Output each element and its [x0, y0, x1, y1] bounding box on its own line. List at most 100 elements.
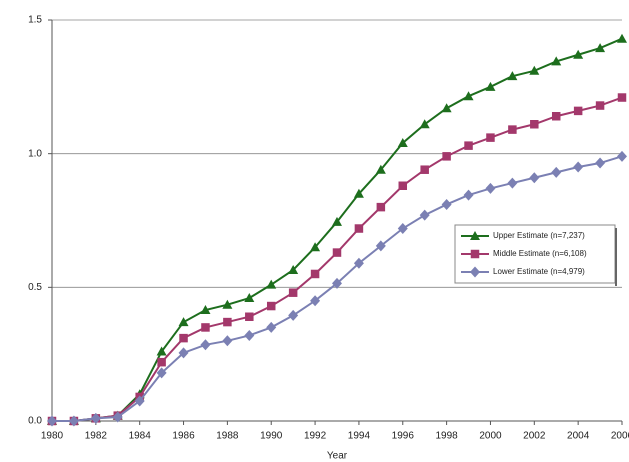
marker [573, 161, 584, 173]
marker [156, 367, 167, 379]
x-tick-label: 1984 [129, 431, 152, 442]
x-tick-label: 2000 [479, 431, 502, 442]
marker [310, 242, 321, 252]
marker [507, 177, 518, 189]
marker [595, 101, 605, 110]
marker [551, 111, 561, 121]
marker [288, 309, 299, 321]
y-tick-label: 1.0 [28, 148, 42, 159]
marker [529, 65, 540, 75]
legend-label: Upper Estimate (n=7,237) [493, 231, 585, 240]
marker [353, 188, 364, 198]
x-tick-label: 1988 [216, 431, 239, 442]
marker [463, 189, 474, 201]
marker [442, 152, 451, 161]
marker [375, 240, 386, 252]
marker [529, 172, 540, 184]
marker [178, 317, 189, 327]
marker [179, 333, 188, 343]
marker [354, 224, 364, 233]
marker [485, 81, 496, 91]
marker [463, 91, 474, 101]
marker [112, 411, 123, 423]
marker [266, 301, 276, 311]
marker [617, 150, 627, 162]
marker [310, 269, 320, 279]
marker [332, 248, 342, 257]
marker [486, 133, 495, 142]
marker [617, 93, 627, 102]
x-tick-label: 1986 [172, 431, 195, 442]
x-tick-label: 2006 [611, 431, 629, 442]
marker [200, 339, 211, 351]
marker [551, 166, 562, 178]
marker [310, 295, 321, 307]
marker [200, 305, 211, 315]
x-tick-label: 1992 [304, 431, 327, 442]
marker [508, 125, 517, 134]
marker [419, 119, 430, 129]
marker [464, 141, 473, 150]
marker [551, 56, 562, 66]
marker [470, 249, 480, 259]
marker [332, 216, 342, 226]
legend: Upper Estimate (n=7,237) Middle Estimate … [454, 224, 617, 286]
x-tick-label: 1996 [392, 431, 415, 442]
marker [244, 293, 255, 303]
marker [470, 266, 480, 278]
marker [595, 43, 606, 53]
x-tick-label: 2002 [523, 431, 546, 442]
marker [397, 223, 408, 235]
marker [245, 312, 254, 321]
y-tick-label: 1.5 [28, 15, 42, 26]
marker [266, 279, 277, 289]
marker [441, 103, 452, 113]
x-tick-label: 1990 [260, 431, 283, 442]
marker [573, 49, 584, 59]
marker [222, 299, 233, 309]
marker [376, 202, 386, 212]
marker [485, 182, 496, 194]
marker [353, 257, 364, 269]
marker [201, 323, 210, 332]
legend-label: Middle Estimate (n=6,108) [493, 249, 587, 258]
marker [223, 317, 232, 327]
marker [266, 321, 277, 333]
marker [470, 231, 480, 240]
marker [244, 329, 255, 341]
marker [68, 415, 79, 427]
marker [375, 164, 386, 174]
x-axis-label: Year [327, 451, 348, 462]
marker [419, 209, 430, 221]
marker [222, 335, 233, 347]
y-tick-label: 0.5 [28, 282, 42, 293]
x-tick-label: 2004 [567, 431, 590, 442]
x-tick-label: 1980 [41, 431, 64, 442]
marker [156, 346, 167, 356]
marker [47, 415, 57, 427]
marker [90, 412, 101, 424]
marker [595, 157, 606, 169]
marker [288, 288, 298, 297]
x-tick-label: 1994 [348, 431, 371, 442]
marker [420, 165, 429, 174]
x-tick-label: 1982 [85, 431, 108, 442]
marker [398, 181, 408, 190]
x-tick-label: 1998 [435, 431, 458, 442]
marker [178, 347, 189, 359]
marker [332, 277, 342, 289]
y-tick-label: 0.0 [28, 416, 42, 427]
marker [134, 395, 145, 407]
marker [530, 120, 539, 129]
marker [441, 198, 452, 210]
marker [288, 264, 299, 274]
marker [157, 357, 166, 367]
legend-label: Lower Estimate (n=4,979) [493, 267, 585, 276]
marker [617, 33, 627, 43]
legend-shadow [615, 228, 617, 286]
marker [573, 106, 583, 116]
marker [507, 71, 518, 81]
marker [397, 137, 408, 147]
